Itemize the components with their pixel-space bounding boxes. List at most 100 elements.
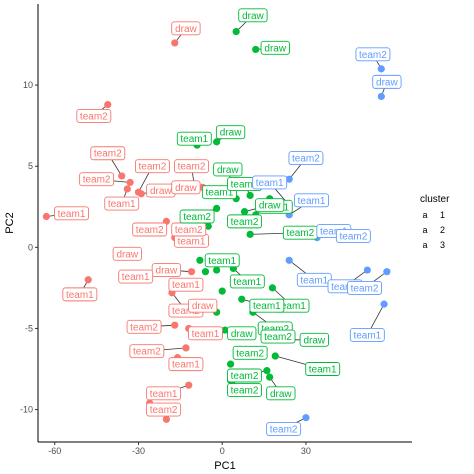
x-tick-label: 0 — [220, 446, 225, 456]
point-label-text: draw — [192, 301, 214, 312]
point-label: draw — [171, 21, 201, 36]
data-point — [171, 321, 179, 329]
point-label: team1 — [54, 206, 89, 221]
point-label: draw — [227, 326, 257, 341]
data-point — [268, 284, 277, 292]
point-label: team2 — [126, 319, 162, 334]
point-label-box — [76, 108, 112, 123]
point-label-text: team2 — [292, 154, 320, 165]
point-label-box — [168, 357, 204, 372]
data-point — [377, 65, 385, 73]
data-point — [182, 344, 190, 352]
point-label-text: team1 — [256, 178, 284, 189]
point-label-text: team2 — [236, 348, 264, 359]
point-label-text: team2 — [261, 324, 289, 335]
connector-line — [163, 347, 186, 351]
point-label: team1 — [146, 386, 182, 401]
point-label-text: draw — [175, 183, 197, 194]
connector-line — [250, 232, 284, 235]
point-label: team2 — [129, 344, 165, 359]
point-label-box — [146, 402, 182, 417]
point-label-text: team1 — [108, 199, 136, 210]
connector-line — [275, 355, 306, 365]
data-point — [213, 266, 221, 274]
point-label-text: draw — [156, 266, 178, 277]
x-tick-label: 30 — [301, 446, 311, 456]
point-label: team1 — [349, 327, 385, 342]
point-label-text: team1 — [278, 301, 306, 312]
point-label-box — [252, 175, 288, 190]
data-point — [271, 352, 279, 360]
point-label-box — [229, 274, 265, 289]
point-label: draw — [260, 40, 290, 55]
data-point — [123, 185, 131, 193]
data-point — [246, 191, 254, 200]
point-label: team2 — [227, 214, 262, 229]
point-label-text: team2 — [139, 162, 167, 173]
point-label: team1 — [305, 362, 341, 376]
connector-line — [138, 172, 150, 193]
point-label: team2 — [174, 159, 209, 174]
point-label-text: team1 — [309, 365, 337, 376]
point-label-box — [174, 159, 209, 174]
point-label-text: draw — [259, 201, 281, 212]
plot-area: drawteam2team1team2team2team2team1drawte… — [42, 8, 402, 436]
data-point — [213, 138, 221, 146]
legend-label: 2 — [440, 225, 445, 235]
point-label-box — [288, 151, 324, 166]
point-label-box — [215, 125, 246, 140]
point-label-text: team1 — [206, 188, 234, 199]
legend-label: 3 — [440, 240, 445, 250]
point-label-text: draw — [270, 389, 292, 400]
point-label-text: team1 — [208, 256, 236, 267]
point-label-text: draw — [231, 329, 253, 340]
y-tick-label: 10 — [23, 80, 33, 90]
point-label-text: team2 — [175, 225, 203, 236]
data-point — [118, 172, 126, 180]
point-label-box — [118, 269, 154, 284]
data-point — [266, 373, 274, 381]
point-label: draw — [255, 198, 285, 213]
point-label: team2 — [179, 209, 215, 224]
point-label-box — [104, 196, 140, 211]
point-label-text: draw — [217, 165, 239, 176]
legend: cluster a 1 a 2 a 3 — [420, 194, 450, 250]
point-label: team1 — [188, 326, 223, 341]
point-label: team1 — [252, 175, 288, 190]
legend-key: a — [422, 225, 427, 235]
point-label: team2 — [232, 345, 268, 360]
point-label-box — [112, 246, 142, 261]
point-label-text: draw — [150, 186, 172, 197]
data-point — [104, 100, 112, 109]
point-label-text: team1 — [66, 290, 94, 301]
point-label-box — [168, 277, 204, 292]
point-label-text: draw — [220, 128, 242, 139]
data-point — [263, 367, 271, 375]
point-label-box — [299, 332, 329, 347]
legend-title: cluster — [420, 194, 450, 205]
point-label-box — [213, 162, 243, 177]
point-label: team2 — [266, 422, 302, 436]
data-point — [285, 256, 293, 264]
point-label-box — [146, 386, 182, 401]
point-label: draw — [215, 125, 246, 140]
point-label-text: team1 — [58, 209, 86, 220]
point-label-box — [294, 193, 329, 208]
point-label-box — [151, 263, 182, 277]
point-label: team2 — [134, 159, 170, 174]
point-label: draw — [146, 183, 176, 198]
point-label-box — [188, 326, 223, 341]
data-point — [240, 208, 249, 216]
legend-key: a — [422, 240, 427, 250]
data-point — [218, 287, 226, 295]
legend-label: 1 — [440, 210, 445, 220]
point-label-box — [260, 40, 290, 55]
point-label: draw — [372, 74, 402, 89]
data-point — [221, 326, 229, 334]
data-point — [213, 204, 221, 212]
point-label-text: team1 — [353, 330, 381, 341]
point-label: team2 — [227, 368, 262, 383]
data-point — [42, 212, 50, 221]
data-labels: drawteam2team1team2team2team2team1drawte… — [54, 8, 402, 436]
